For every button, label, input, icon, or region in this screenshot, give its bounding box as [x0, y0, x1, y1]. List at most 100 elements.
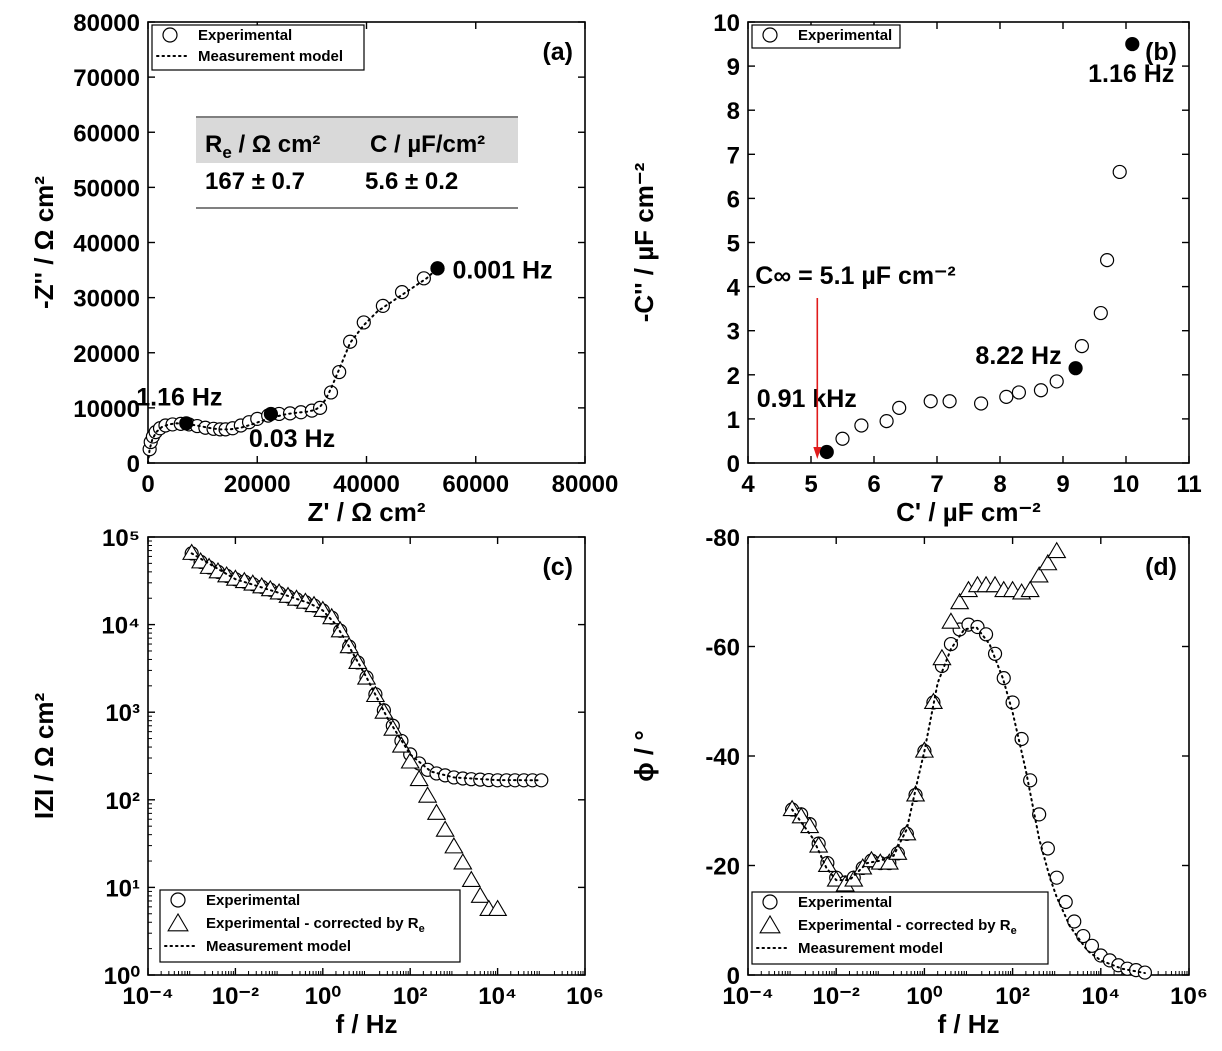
y-tick-label: 4 [727, 275, 741, 302]
x-tick-label: 9 [1056, 471, 1069, 498]
data-point [375, 298, 390, 313]
data-point-triangle [949, 592, 970, 610]
y-tick-label: 20000 [73, 341, 140, 368]
series-2 [791, 625, 1146, 975]
header-units: / Ω cm² [232, 131, 321, 158]
y-tick-label: 9 [727, 54, 740, 81]
legend: Experimental Measurement model [151, 24, 365, 71]
y-tick-label: 3 [727, 319, 740, 346]
parameter-table: Re / Ω cm² C / µF/cm² 167 ± 0.7 5.6 ± 0.2 [196, 116, 518, 209]
legend-subscript: e [419, 923, 425, 935]
x-tick-label: 8 [993, 471, 1006, 498]
data-point-triangle [817, 855, 838, 873]
legend-label: Experimental - corrected by Re [798, 917, 1017, 937]
legend-circle-icon [762, 27, 778, 43]
data-point [942, 394, 957, 409]
x-tick-label: 10⁰ [906, 983, 943, 1010]
data-point-triangle [356, 668, 377, 685]
table-value-re: 167 ± 0.7 [205, 168, 305, 195]
x-tick-label: 5 [804, 471, 817, 498]
data-point-triangle [391, 736, 412, 753]
data-point [1049, 870, 1064, 885]
header-r: R [205, 131, 222, 158]
point-label-0-001hz: 0.001 Hz [453, 256, 553, 284]
legend-circle-icon [162, 27, 178, 43]
highlighted-point [430, 261, 445, 276]
table-value-c: 5.6 ± 0.2 [365, 168, 458, 195]
highlighted-point [263, 406, 279, 422]
data-point [1099, 253, 1115, 268]
x-tick-label: 80000 [552, 471, 619, 498]
plot-frame [147, 536, 586, 976]
y-tick-label: 10¹ [105, 875, 140, 902]
data-point [1084, 938, 1100, 953]
legend-label: Measurement model [198, 48, 343, 65]
data-point [416, 271, 431, 286]
c-infinity-arrow-head [813, 447, 822, 459]
y-tick-label: 6 [727, 186, 740, 213]
data-point-triangle [417, 786, 438, 803]
table-header-bg [196, 118, 518, 163]
y-tick-label: 80000 [73, 10, 140, 37]
panel-label: (a) [542, 38, 573, 66]
model-line [791, 625, 1146, 975]
data-point-triangle [1029, 566, 1049, 583]
x-tick-label: 40000 [333, 471, 400, 498]
y-tick-label: 7 [727, 142, 740, 169]
data-point [835, 431, 850, 446]
x-axis-label: C' / µF cm⁻² [896, 497, 1041, 527]
x-tick-label: 10² [393, 983, 428, 1010]
data-point [999, 389, 1014, 404]
x-tick-label: 6 [867, 471, 880, 498]
plot-1-axes: 4 5 6 7 8 9 10 11 0 1 2 3 4 5 6 7 8 9 10 C' / µF cm⁻² -C'' /… [629, 10, 1202, 527]
point-label-1-16hz: 1.16 Hz [1088, 60, 1174, 88]
data-point-triangle [444, 836, 464, 854]
series-0 [835, 164, 1127, 446]
data-point [973, 396, 989, 411]
data-point-triangle [322, 607, 342, 625]
table-header-c: C / µF/cm² [370, 131, 485, 158]
data-point-triangle [470, 886, 490, 903]
data-point-triangle [374, 702, 394, 719]
panel-label: (c) [542, 553, 573, 581]
x-tick-label: 60000 [442, 471, 509, 498]
legend-label: Experimental [798, 27, 892, 44]
data-point [1033, 383, 1049, 398]
data-point [987, 646, 1003, 661]
data-point-triangle [426, 803, 447, 820]
c-infinity-annotation: C∞ = 5.1 µF cm⁻² [755, 262, 955, 290]
series-1 [782, 541, 1067, 892]
data-point-triangle [199, 557, 219, 574]
x-tick-label: 20000 [224, 471, 291, 498]
legend-label: Experimental [798, 894, 892, 911]
data-point-triangle [330, 620, 350, 638]
data-point-triangle [400, 752, 420, 769]
data-point [312, 400, 328, 415]
plot-3-axes: 10⁻⁴ 10⁻² 10⁰ 10² 10⁴ 10⁶ 0 -20 -40 -60 -80 f / Hz ϕ… [629, 525, 1208, 1039]
data-point [332, 364, 347, 380]
table-header-re: Re / Ω cm² [205, 131, 320, 162]
data-point-triangle [1038, 553, 1058, 571]
panel-label: (b) [1145, 38, 1177, 66]
legend-label: Experimental - corrected by Re [206, 915, 425, 935]
plot-0-axes: 0 20000 40000 60000 80000 0 10000 20000 30000 400… [29, 10, 618, 527]
data-point [923, 394, 938, 409]
legend-box [159, 889, 461, 963]
y-axis-label: IZI / Ω cm² [29, 693, 59, 820]
legend-triangle-icon [759, 914, 781, 934]
model-line [190, 552, 543, 782]
data-point-triangle [941, 612, 961, 629]
x-tick-label: 10⁴ [478, 983, 517, 1010]
x-tick-label: 10⁶ [566, 983, 604, 1010]
legend: Experimental Experimental - corrected by … [159, 889, 461, 963]
x-tick-label: 10⁶ [1170, 983, 1208, 1010]
data-point-triangle [487, 899, 508, 916]
data-point [1093, 305, 1108, 321]
legend-circle-icon [762, 894, 778, 910]
legend-subscript: e [1011, 925, 1017, 937]
y-axis-label: -C'' / µF cm⁻² [629, 162, 659, 322]
point-label-1-16hz: 1.16 Hz [136, 383, 222, 411]
data-point [879, 414, 894, 429]
x-tick-label: 10⁻⁴ [122, 983, 173, 1010]
x-tick-label: 0 [141, 471, 154, 498]
